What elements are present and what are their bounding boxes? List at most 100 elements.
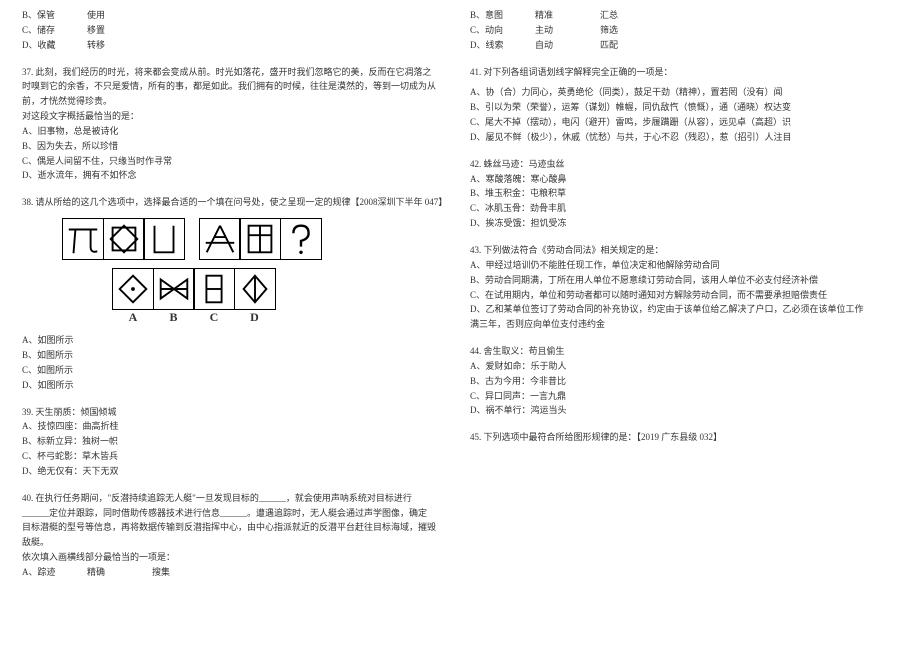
diamond-line-icon [236,270,274,308]
bowtie-icon [155,270,193,308]
q43-option: B、劳动合同期满，丁所在用人单位不愿意续订劳动合同，该用人单位不必支付经济补偿 [470,273,898,288]
figure-cell-1 [62,218,104,260]
q37-prompt: 对这段文字概括最恰当的是： [22,109,450,124]
option-text: C、动向 [470,23,535,38]
q37-stem: 前，才恍然觉得珍贵。 [22,94,450,109]
q37-stem: 时嗅到它的余香，不只是爱情，所有的事，都是如此。我们拥有的时候，往往是漠然的，等… [22,79,450,94]
q38-option: C、如图所示 [22,363,450,378]
option-text: 转移 [87,38,152,53]
q39-option: D、绝无仅有：天下无双 [22,464,450,479]
diamond-dot-icon [114,270,152,308]
q37-stem: 37. 此刻，我们经历的时光，将来都会变成从前。时光如落花，盛开时我们忽略它的美… [22,65,450,80]
option-text: 主动 [535,23,600,38]
option-text: 使用 [87,8,152,23]
q43-option: D、乙和某单位签订了劳动合同的补充协议，约定由于该单位给乙解决了户口，乙必须在该… [470,302,898,317]
q44-option: D、祸不单行：鸿运当头 [470,403,898,418]
letter-b: B [153,310,195,325]
figure-row1 [62,218,450,260]
q40-option-c: C、动向 主动 筛选 [470,23,898,38]
q40-option-b: B、意图 精准 汇总 [470,8,898,23]
figure-cell-2 [103,218,145,260]
figure-cell-4 [199,218,241,260]
q40-option-a: A、踪迹 精确 搜集 [22,565,450,580]
q39-option: B、标新立异：独树一帜 [22,434,450,449]
figure-row2 [112,268,450,310]
option-text: B、保管 [22,8,87,23]
left-column: B、保管 使用 C、储存 移置 D、收藏 转移 37. 此刻，我们经历的时光，将… [12,8,460,643]
q40-stem: ______定位并跟踪，同时借助传感器技术进行信息______。遭遇追踪时，无人… [22,506,450,521]
q40-stem: 40. 在执行任务期间，"反潜持续追踪无人艇"一旦发现目标的______，就会使… [22,491,450,506]
q40-stem: 目标潜艇的型号等信息，再将数据传输到反潜指挥中心，由中心指派就近的反潜平台赶往目… [22,520,450,535]
a-triangle-icon [201,220,239,258]
option-text: D、线索 [470,38,535,53]
letter-a: A [112,310,154,325]
letter-c: C [193,310,235,325]
option-text: 移置 [87,23,152,38]
option-text: 精准 [535,8,600,23]
letter-row: A B C D [112,310,450,325]
letter-d: D [234,310,276,325]
question-mark-icon [282,220,320,258]
q43-option: 满三年，否则应向单位支付违约金 [470,317,898,332]
q38-stem: 38. 请从所给的这几个选项中，选择最合适的一个填在问号处，使之呈现一定的规律【… [22,195,450,210]
q37-option: D、逝水流年，拥有不如怀念 [22,168,450,183]
option-text: 自动 [535,38,600,53]
pi-like-icon [64,220,102,258]
option-text: D、收藏 [22,38,87,53]
q38-option: A、如图所示 [22,333,450,348]
q36-option-b: B、保管 使用 [22,8,450,23]
q44-option: A、爱财如命：乐于助人 [470,359,898,374]
option-text: 匹配 [600,38,665,53]
answer-cell-b [153,268,195,310]
option-text: B、意图 [470,8,535,23]
q44-option: B、古为今用：今非昔比 [470,374,898,389]
window-icon [241,220,279,258]
answer-cell-c [193,268,235,310]
option-text: 汇总 [600,8,665,23]
q41-option: B、引以为荣（荣誉），运筹（谋划）帷幄，同仇敌忾（愤慨），通（通晓）权达变 [470,100,898,115]
figure-cell-3 [143,218,185,260]
option-text: C、储存 [22,23,87,38]
q43-stem: 43. 下列做法符合《劳动合同法》相关规定的是： [470,243,898,258]
q36-option-c: C、储存 移置 [22,23,450,38]
q41-option: D、屡见不鲜（极少），休戚（忧愁）与共，于心不忍（残忍），惹（招引）人注目 [470,130,898,145]
q41-option: C、尾大不掉（摆动），电闪（避开）雷鸣，步履蹒跚（从容），远见卓（高超）识 [470,115,898,130]
q42-option: B、堆玉积金：屯粮积草 [470,186,898,201]
q42-stem: 42. 蛛丝马迹：马迹虫丝 [470,157,898,172]
q41-stem: 41. 对下列各组词语划线字解释完全正确的一项是： [470,65,898,80]
q40-option-d: D、线索 自动 匹配 [470,38,898,53]
option-text: 精确 [87,565,152,580]
q40-stem: 敌艇。 [22,535,450,550]
q39-stem: 39. 天生丽质：倾国倾城 [22,405,450,420]
q37-option: A、旧事物，总是被诗化 [22,124,450,139]
figure-cell-question [280,218,322,260]
q42-option: C、冰肌玉骨：劲骨丰肌 [470,201,898,216]
q42-option: A、寒酸落魄：寒心酸鼻 [470,172,898,187]
answer-cell-d [234,268,276,310]
theta-icon [195,270,233,308]
option-text: A、踪迹 [22,565,87,580]
q37-option: B、因为失去，所以珍惜 [22,139,450,154]
option-text: 筛选 [600,23,665,38]
q41-option: A、协（合）力同心，英勇绝伦（同类），鼓足干劲（精神），置若罔（没有）闻 [470,85,898,100]
q37-option: C、偶是人间留不住，只缘当时作寻常 [22,154,450,169]
u-shape-icon [145,220,183,258]
q39-option: C、杯弓蛇影：草木皆兵 [22,449,450,464]
q38-option: B、如图所示 [22,348,450,363]
q40-prompt: 依次填入画横线部分最恰当的一项是： [22,550,450,565]
q44-option: C、异口同声：一言九鼎 [470,389,898,404]
q38-option: D、如图所示 [22,378,450,393]
figure-cell-5 [239,218,281,260]
q39-option: A、技惊四座：曲高折桂 [22,419,450,434]
q42-option: D、挨冻受饿：担饥受冻 [470,216,898,231]
q44-stem: 44. 舍生取义：苟且偷生 [470,344,898,359]
right-column: B、意图 精准 汇总 C、动向 主动 筛选 D、线索 自动 匹配 41. 对下列… [460,8,908,643]
q45-stem: 45. 下列选项中最符合所给图形规律的是：【2019 广东县级 032】 [470,430,898,445]
square-diamond-icon [105,220,143,258]
answer-cell-a [112,268,154,310]
option-text: 搜集 [152,565,217,580]
q43-option: A、甲经过培训仍不能胜任现工作，单位决定和他解除劳动合同 [470,258,898,273]
q38-figure: A B C D [22,218,450,325]
q36-option-d: D、收藏 转移 [22,38,450,53]
q43-option: C、在试用期内，单位和劳动者都可以随时通知对方解除劳动合同，而不需要承担赔偿责任 [470,288,898,303]
